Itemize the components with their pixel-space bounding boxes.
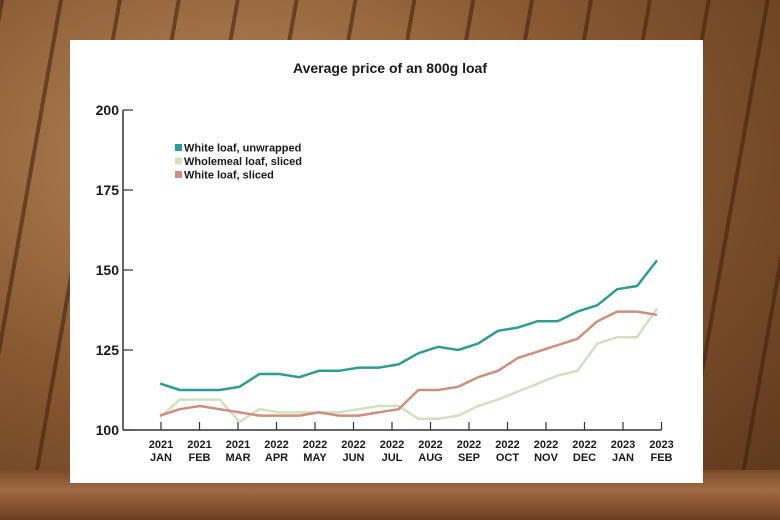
x-tick-year: 2022 [264, 439, 288, 451]
x-tick-month: FEB [189, 452, 211, 464]
x-tick-month: JUL [382, 452, 403, 464]
series-line-white-loaf-unwrapped [159, 259, 658, 392]
x-tick-year: 2022 [534, 439, 558, 451]
x-tick-year: 2022 [495, 439, 519, 451]
x-tick-month: JAN [612, 452, 634, 464]
x-tick-month: MAY [303, 452, 327, 464]
legend-label: Wholemeal loaf, sliced [184, 156, 302, 168]
x-tick-year: 2021 [226, 439, 250, 451]
y-tick-label: 150 [96, 262, 120, 278]
x-tick-month: MAR [225, 452, 250, 464]
x-tick-year: 2023 [611, 439, 635, 451]
x-tick-month: SEP [458, 452, 480, 464]
x-tick-month: APR [265, 452, 288, 464]
chart-panel [70, 40, 703, 483]
x-tick-month: JAN [150, 452, 172, 464]
x-tick-year: 2022 [303, 439, 327, 451]
x-tick-year: 2021 [149, 439, 173, 451]
legend-label: White loaf, sliced [184, 170, 274, 182]
legend-swatch [175, 157, 182, 165]
legend-swatch [175, 171, 182, 178]
x-tick-year: 2022 [572, 439, 596, 451]
y-tick-label: 125 [96, 342, 120, 358]
y-tick-label: 200 [96, 102, 120, 118]
x-tick-year: 2022 [380, 439, 404, 451]
x-tick-month: JUN [342, 452, 364, 464]
x-tick-year: 2021 [187, 439, 211, 451]
y-tick-label: 100 [96, 422, 120, 438]
x-tick-year: 2022 [457, 439, 481, 451]
legend-label: White loaf, unwrapped [184, 143, 301, 155]
x-tick-month: NOV [534, 452, 559, 464]
x-tick-month: FEB [651, 452, 673, 464]
x-tick-month: AUG [418, 452, 442, 464]
y-tick-label: 175 [96, 182, 120, 198]
series-line-wholemeal-loaf-sliced [159, 307, 659, 424]
x-tick-month: DEC [573, 452, 596, 464]
legend-swatch [175, 144, 182, 151]
series-line-white-loaf-sliced [159, 310, 658, 417]
chart-title: Average price of an 800g loaf [293, 60, 487, 76]
x-tick-year: 2023 [649, 439, 673, 451]
x-tick-year: 2022 [418, 439, 442, 451]
x-tick-month: OCT [496, 452, 520, 464]
x-tick-year: 2022 [341, 439, 365, 451]
